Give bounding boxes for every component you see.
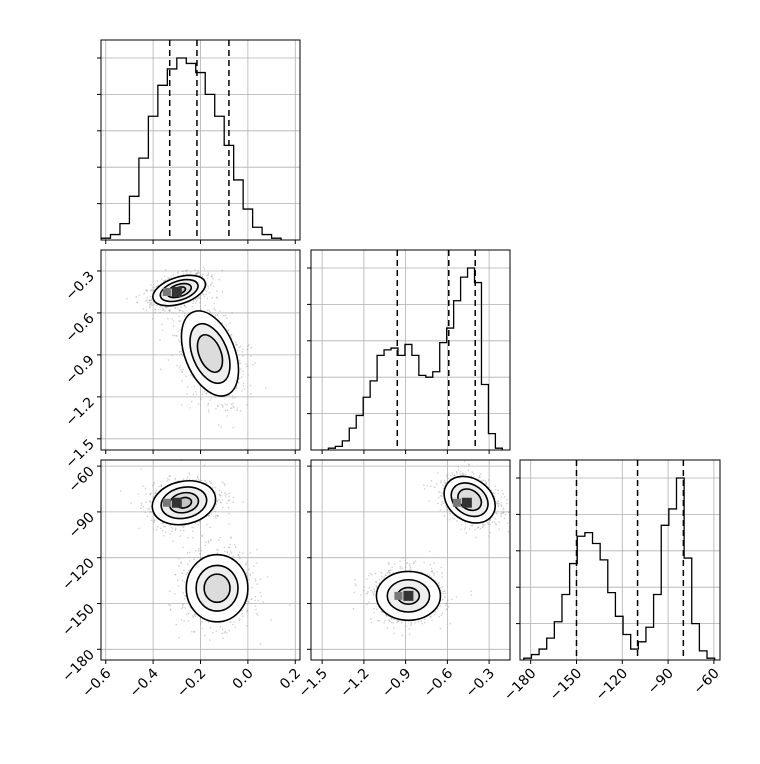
hist-bin-p3-9 <box>593 544 601 660</box>
hist-bin-p3-21 <box>684 558 692 660</box>
hist-bin-p1-8 <box>177 58 186 240</box>
density-shoulder-0 <box>453 499 461 507</box>
hist-bin-p1-15 <box>243 209 252 240</box>
hist-bin-p2-20 <box>461 277 468 450</box>
hist-bin-p3-23 <box>699 651 707 660</box>
x-tick-label-0: −1.5 <box>296 666 331 701</box>
density-peak-1 <box>403 591 413 601</box>
density-shoulder-1 <box>394 592 402 600</box>
x-tick-label-2: −0.9 <box>379 666 414 701</box>
hist-bin-p2-8 <box>377 355 384 450</box>
hist-bin-p1-12 <box>215 116 224 240</box>
hist-bin-p3-12 <box>615 616 623 660</box>
y-tick-label-1: −1.2 <box>62 394 97 429</box>
hist-bin-p1-3 <box>129 196 138 240</box>
y-tick-label-3: −90 <box>66 509 98 541</box>
hist-bin-p3-18 <box>661 525 669 660</box>
density-shoulder-0 <box>163 288 171 296</box>
x-tick-label-1: −1.2 <box>337 666 372 701</box>
hist-bin-p3-8 <box>585 533 593 660</box>
hist-bin-p2-14 <box>419 375 426 450</box>
hist-bin-p3-17 <box>654 594 662 660</box>
hist-bin-p3-11 <box>608 593 616 660</box>
hist-bin-p2-19 <box>454 301 461 450</box>
hist-bin-p2-9 <box>384 350 391 450</box>
hist-bin-p2-15 <box>426 377 433 450</box>
y-tick-label-2: −0.9 <box>62 352 97 387</box>
hist-bin-p2-24 <box>488 434 495 450</box>
hist-bin-p3-15 <box>638 642 646 660</box>
density-contour-1-2 <box>204 574 230 602</box>
hist-bin-p1-17 <box>262 235 271 240</box>
x-tick-label-1: −150 <box>547 666 586 705</box>
y-tick-label-0: −1.5 <box>62 436 97 471</box>
x-tick-label-4: −0.3 <box>463 666 498 701</box>
hist-bin-p3-3 <box>547 638 555 660</box>
hist-bin-p1-7 <box>167 69 176 240</box>
x-tick-label-3: −90 <box>645 666 677 698</box>
hist-bin-p2-23 <box>481 384 488 450</box>
hist-bin-p1-5 <box>148 116 157 240</box>
hist-bin-p1-16 <box>253 227 262 240</box>
x-tick-label-2: −0.2 <box>174 666 209 701</box>
hist-bin-p3-22 <box>692 624 700 660</box>
hist-bin-p2-7 <box>370 381 377 450</box>
hist-bin-p2-4 <box>349 428 356 450</box>
hist-bin-p1-2 <box>120 224 129 240</box>
hist-bin-p3-4 <box>554 622 562 660</box>
hist-bin-p3-5 <box>562 594 570 660</box>
panel-1-0: −1.5 −1.2 −0.9 −0.6 −0.3 <box>62 250 300 472</box>
hist-bin-p2-21 <box>468 268 475 450</box>
x-tick-label-4: −60 <box>691 666 723 698</box>
y-tick-label-3: −0.6 <box>62 310 97 345</box>
x-tick-label-3: −0.6 <box>421 665 456 700</box>
density-shoulder-0 <box>163 499 171 507</box>
hist-bin-p2-13 <box>412 355 419 450</box>
hist-bin-p3-7 <box>577 536 585 660</box>
hist-bin-p1-4 <box>139 158 148 240</box>
panel-0-0 <box>97 40 300 244</box>
hist-bin-p2-2 <box>335 446 342 450</box>
density-peak-0 <box>172 287 182 297</box>
hist-bin-p1-6 <box>158 85 167 240</box>
hist-bin-p3-10 <box>600 560 608 660</box>
x-tick-label-1: −0.4 <box>127 665 162 700</box>
hist-bin-p2-6 <box>363 397 370 450</box>
hist-bin-p2-5 <box>356 415 363 450</box>
panel-2-1: −1.5−1.2−0.9−0.6−0.3 <box>296 460 513 701</box>
y-tick-label-1: −150 <box>59 601 98 640</box>
panel-1-1 <box>307 250 510 454</box>
x-tick-label-0: −180 <box>501 666 540 705</box>
hist-bin-p3-2 <box>539 649 547 660</box>
density-peak-0 <box>462 498 472 508</box>
x-tick-label-2: −120 <box>593 666 632 705</box>
hist-bin-p2-11 <box>398 355 405 450</box>
hist-bin-p2-18 <box>447 328 454 450</box>
y-tick-label-2: −120 <box>59 555 98 594</box>
hist-bin-p1-9 <box>186 63 195 240</box>
hist-bin-p1-14 <box>234 180 243 240</box>
hist-bin-p3-1 <box>531 655 539 660</box>
x-tick-label-3: 0.0 <box>230 666 257 693</box>
hist-bin-p2-12 <box>405 344 412 450</box>
y-tick-label-4: −0.3 <box>62 268 97 303</box>
hist-bin-p1-1 <box>110 235 119 240</box>
hist-bin-p3-16 <box>646 627 654 660</box>
panel-2-2: −180−150−120 −90 −60 <box>501 460 723 704</box>
hist-bin-p2-3 <box>342 441 349 450</box>
hist-bin-p3-13 <box>623 635 631 660</box>
hist-bin-p2-16 <box>433 372 440 450</box>
density-peak-0 <box>172 498 182 508</box>
hist-bin-p2-17 <box>440 343 447 450</box>
hist-bin-p1-11 <box>205 94 214 240</box>
hist-bin-p3-19 <box>669 509 677 660</box>
